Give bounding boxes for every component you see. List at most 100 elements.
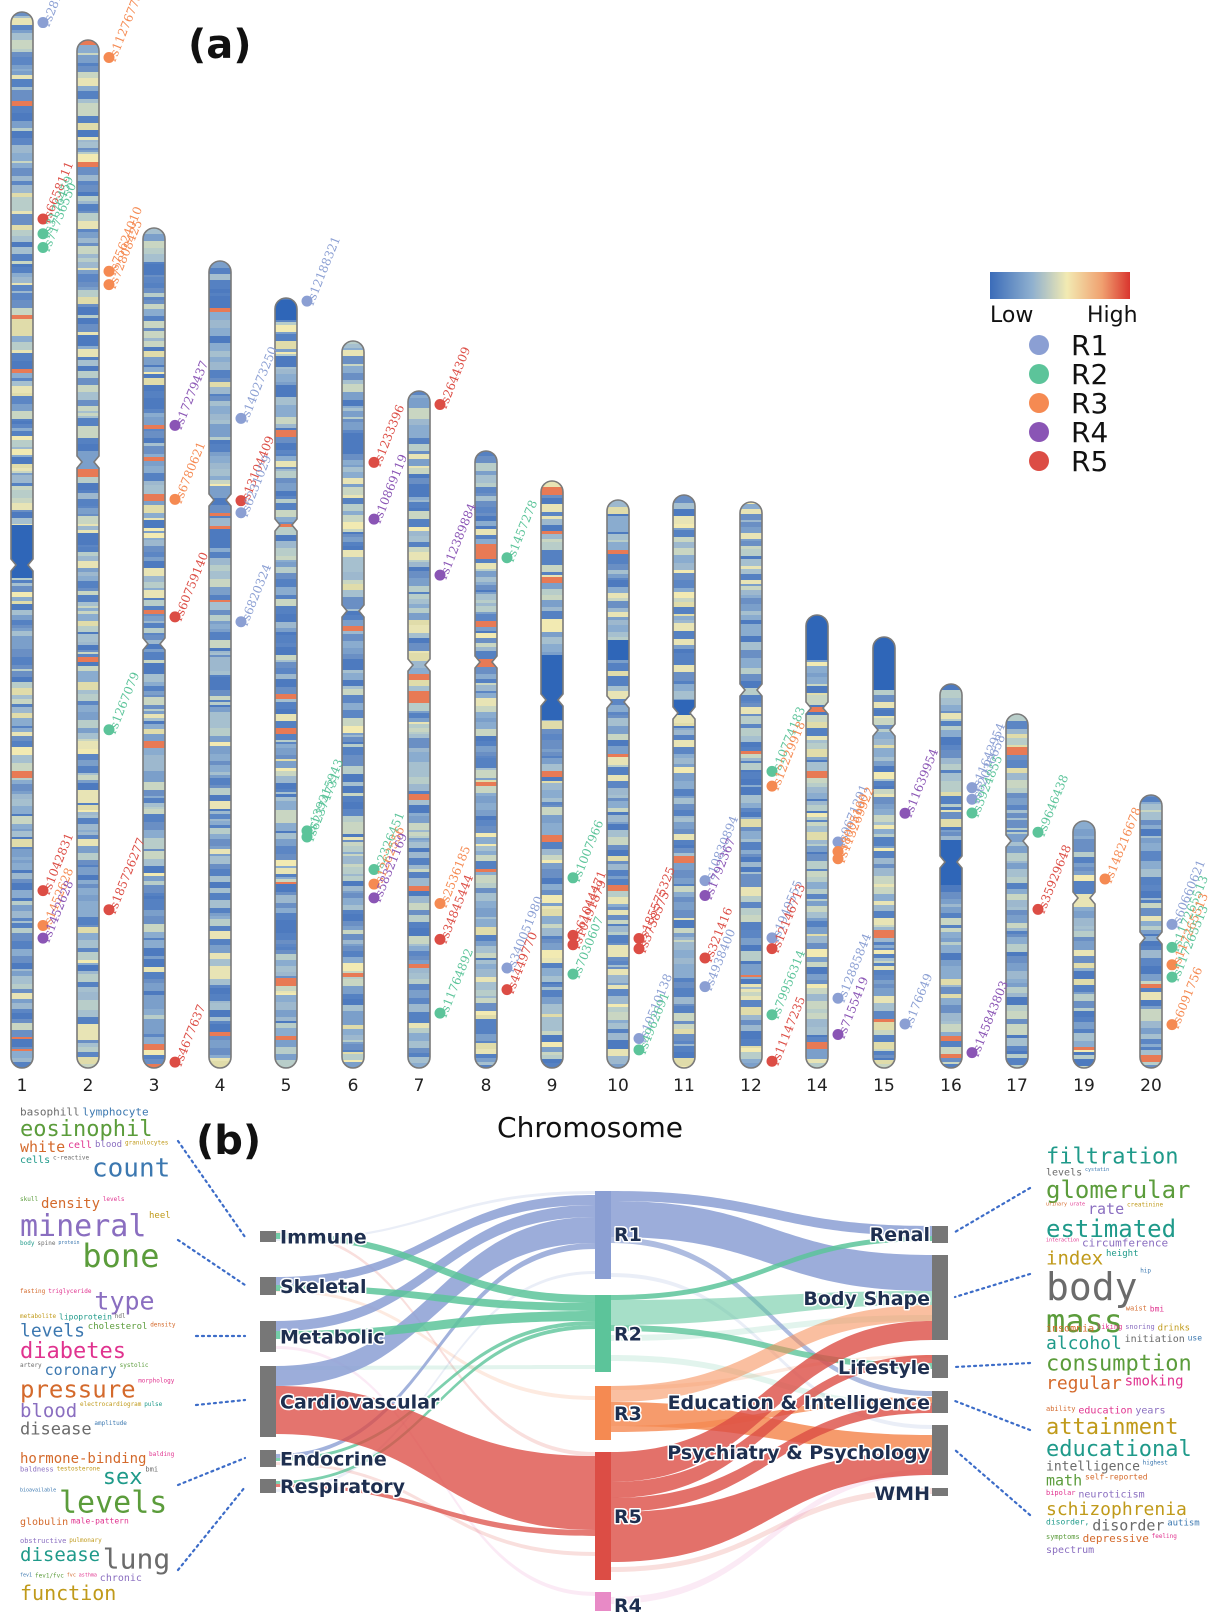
wordcloud-word: count (92, 1154, 170, 1184)
snp-label: rs11639954 (901, 746, 941, 819)
snp-label: rs2644309 (436, 345, 473, 411)
snp-marker (368, 878, 380, 890)
wordcloud-word: obstructive (20, 1537, 66, 1545)
wordcloud-education: ability education yearsattainmenteducation… (1046, 1405, 1192, 1489)
snp-marker (567, 939, 579, 951)
sankey-node-wmh (932, 1488, 948, 1496)
sankey-node-r3 (595, 1386, 611, 1440)
wordcloud-word: asthma (79, 1573, 97, 1579)
wordcloud-word: lung (103, 1542, 170, 1575)
chromosome-number-15: 15 (873, 1076, 895, 1096)
snp-marker (434, 569, 446, 581)
scale-high-label: High (1087, 303, 1138, 328)
sankey-link (611, 1191, 932, 1236)
wordcloud-word: body (1046, 1265, 1138, 1309)
wordcloud-word: basophill (20, 1105, 80, 1118)
sankey-node-respiratory (260, 1479, 276, 1493)
wordcloud-word: waist (1126, 1305, 1147, 1313)
sankey-node-label: Skeletal (280, 1276, 367, 1298)
color-scale-bar (990, 272, 1130, 299)
snp-label: rs176649 (901, 971, 936, 1030)
sankey-node-label: R4 (614, 1595, 642, 1614)
wordcloud-word: chronic (100, 1573, 142, 1584)
wordcloud-word: estimated (1046, 1215, 1176, 1243)
snp-marker (103, 51, 115, 63)
dotted-connector (176, 1139, 247, 1239)
snp-marker (103, 279, 115, 291)
snp-label: rs12188321 (303, 234, 343, 307)
snp-marker (766, 943, 778, 955)
wordcloud-word: sex (103, 1465, 143, 1490)
sankey-link (276, 1271, 595, 1492)
wordcloud-word: morphology (138, 1377, 175, 1384)
snp-label: rs148216678 (1101, 805, 1144, 885)
snp-marker (103, 724, 115, 736)
snp-marker (1099, 873, 1111, 885)
wordcloud-word: fev1/fvc (35, 1572, 64, 1579)
sankey-link (276, 1217, 595, 1386)
wordcloud-word: education (1078, 1406, 1132, 1417)
snp-marker (633, 943, 645, 955)
snp-marker (368, 892, 380, 904)
sankey-node-label: Education & Intelligence (668, 1392, 930, 1414)
wordcloud-word: disease (20, 1544, 100, 1566)
wordcloud-word: bioavailable (20, 1487, 56, 1493)
legend-marker-r3 (1029, 393, 1049, 413)
wordcloud-word: balding (149, 1451, 175, 1458)
wordcloud-word: bmi (1150, 1304, 1165, 1313)
sankey-link (611, 1321, 932, 1482)
wordcloud-word: metabolite (20, 1313, 57, 1320)
wordcloud-lifestyle: insomnia liking snoring drinks alcohol initia… (1046, 1323, 1202, 1394)
wordcloud-word: use (1188, 1333, 1203, 1342)
wordcloud-word: intelligence (1046, 1459, 1140, 1474)
snp-marker (235, 507, 247, 519)
sankey-node-immune (260, 1231, 276, 1242)
wordcloud-word: schizophrenia (1046, 1499, 1187, 1520)
snp-marker (1166, 941, 1178, 953)
wordcloud-word: levels (59, 1486, 167, 1521)
wordcloud-word: autism (1167, 1518, 1200, 1528)
wordcloud-word: triglyceride (48, 1288, 92, 1295)
sankey-link (276, 1195, 595, 1285)
wordcloud-word: alcohol (1046, 1333, 1122, 1354)
snp-marker (699, 875, 711, 887)
chromosome-number-20: 20 (1140, 1076, 1162, 1096)
wordcloud-word: baldness (20, 1465, 54, 1473)
chromosome-19 (1072, 820, 1096, 1069)
chromosome-number-5: 5 (281, 1076, 292, 1096)
sankey-node-label: R1 (614, 1224, 642, 1246)
snp-marker (766, 932, 778, 944)
wordcloud-connectors (176, 1139, 1032, 1572)
wordcloud-word: consumption (1046, 1351, 1192, 1376)
snp-marker (899, 807, 911, 819)
snp-marker (966, 782, 978, 794)
wordcloud-word: granulocytes (125, 1139, 169, 1146)
sankey-link (611, 1469, 932, 1604)
snp-marker (434, 933, 446, 945)
snp-marker (832, 853, 844, 865)
wordcloud-word: function (20, 1581, 116, 1605)
wordcloud-word: spine (37, 1240, 55, 1247)
sankey-link (611, 1355, 932, 1390)
snp-marker (37, 213, 49, 225)
snp-marker (368, 864, 380, 876)
wordcloud-word: blood (20, 1400, 77, 1422)
sankey-node-label: Lifestyle (838, 1357, 930, 1379)
wordcloud-word: depressive (1083, 1532, 1149, 1545)
chromosome-number-10: 10 (607, 1076, 629, 1096)
snp-marker (832, 992, 844, 1004)
snp-marker (966, 1047, 978, 1059)
chromosome-20 (1139, 794, 1163, 1069)
snp-label: rs4677637 (171, 1002, 208, 1068)
wordcloud-endocrine: hormone-binding balding baldness testostero… (20, 1451, 175, 1528)
wordcloud-word: pressure (20, 1376, 136, 1404)
wordcloud-word: density (41, 1196, 100, 1212)
dotted-connector (176, 1238, 247, 1287)
snp-marker (567, 872, 579, 884)
sankey-link (611, 1451, 932, 1562)
chromosome-16 (939, 683, 963, 1069)
chromosome-6 (341, 340, 365, 1069)
sankey-link (611, 1305, 932, 1402)
